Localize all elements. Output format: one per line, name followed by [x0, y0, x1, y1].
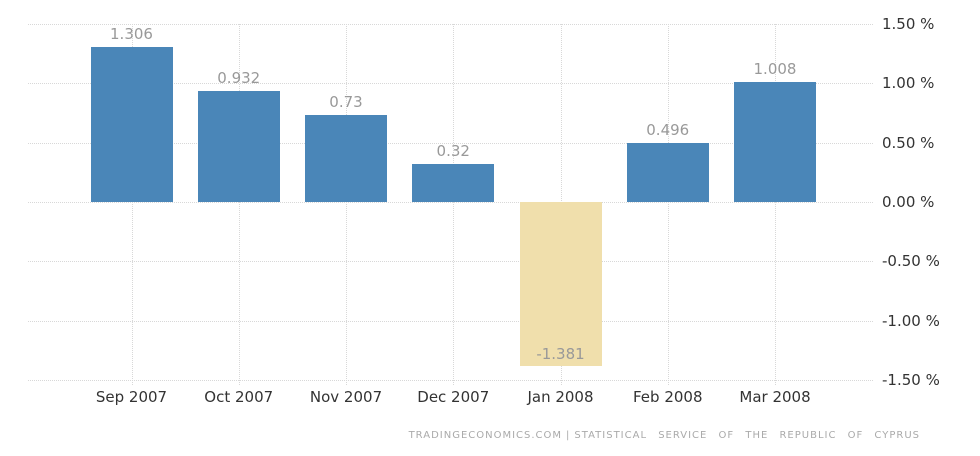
y-axis-tick-label: -0.50 %	[882, 252, 940, 271]
x-axis-tick-label: Dec 2007	[417, 388, 490, 406]
h-gridline	[28, 380, 873, 381]
h-gridline	[28, 142, 873, 144]
bar-value-label: 0.932	[217, 69, 261, 88]
x-axis-tick-label: Feb 2008	[633, 388, 703, 406]
bar-sep-2007[interactable]	[90, 47, 173, 202]
h-gridline	[28, 202, 873, 203]
bar-value-label: 0.496	[646, 121, 690, 140]
bar-value-label: 0.32	[436, 142, 470, 161]
x-axis-tick-label: Nov 2007	[309, 388, 383, 406]
x-axis-tick-label: Sep 2007	[95, 388, 168, 406]
x-axis-tick-label: Mar 2008	[739, 388, 811, 406]
bar-value-label: 1.306	[110, 25, 153, 44]
v-gridline	[667, 24, 669, 385]
v-gridline	[453, 24, 455, 385]
y-axis-tick-label: 1.50 %	[882, 15, 935, 33]
bar-dec-2007[interactable]	[412, 164, 495, 202]
h-gridline	[28, 83, 873, 85]
bar-feb-2008[interactable]	[626, 143, 709, 202]
v-gridline	[131, 24, 133, 385]
v-gridline	[775, 24, 776, 385]
y-axis-tick-label: 0.50 %	[882, 133, 935, 152]
bar-mar-2008[interactable]	[734, 82, 816, 202]
attribution-brand-link[interactable]: TRADINGECONOMICS.COM	[408, 430, 563, 441]
bar-value-label: 0.73	[329, 93, 363, 112]
plot-area: 1.306 0.932 0.73 0.32 -1.381 0.496 1.008	[28, 24, 873, 385]
y-axis-tick-label: -1.50 %	[882, 371, 940, 389]
y-axis-tick-label: -1.00 %	[882, 311, 940, 330]
y-axis-tick-label: 1.00 %	[882, 74, 935, 93]
h-gridline	[28, 261, 873, 263]
h-gridline	[28, 320, 873, 322]
y-axis-tick-label: 0.00 %	[882, 193, 935, 211]
bar-oct-2007[interactable]	[197, 91, 280, 202]
x-axis-tick-label: Oct 2007	[204, 388, 274, 406]
attribution-source: STATISTICAL SERVICE OF THE REPUBLIC OF C…	[574, 430, 920, 441]
bar-jan-2008[interactable]	[519, 202, 602, 366]
h-gridline	[28, 24, 873, 25]
bar-nov-2007[interactable]	[305, 115, 387, 202]
x-axis-tick-label: Jan 2008	[527, 388, 594, 406]
bar-value-label: -1.381	[536, 344, 585, 363]
v-gridline	[238, 24, 240, 385]
attribution: TRADINGECONOMICS.COM | STATISTICAL SERVICE…	[409, 429, 920, 443]
v-gridline	[346, 24, 347, 385]
attribution-separator: |	[566, 430, 571, 441]
bar-value-label: 1.008	[753, 60, 797, 79]
